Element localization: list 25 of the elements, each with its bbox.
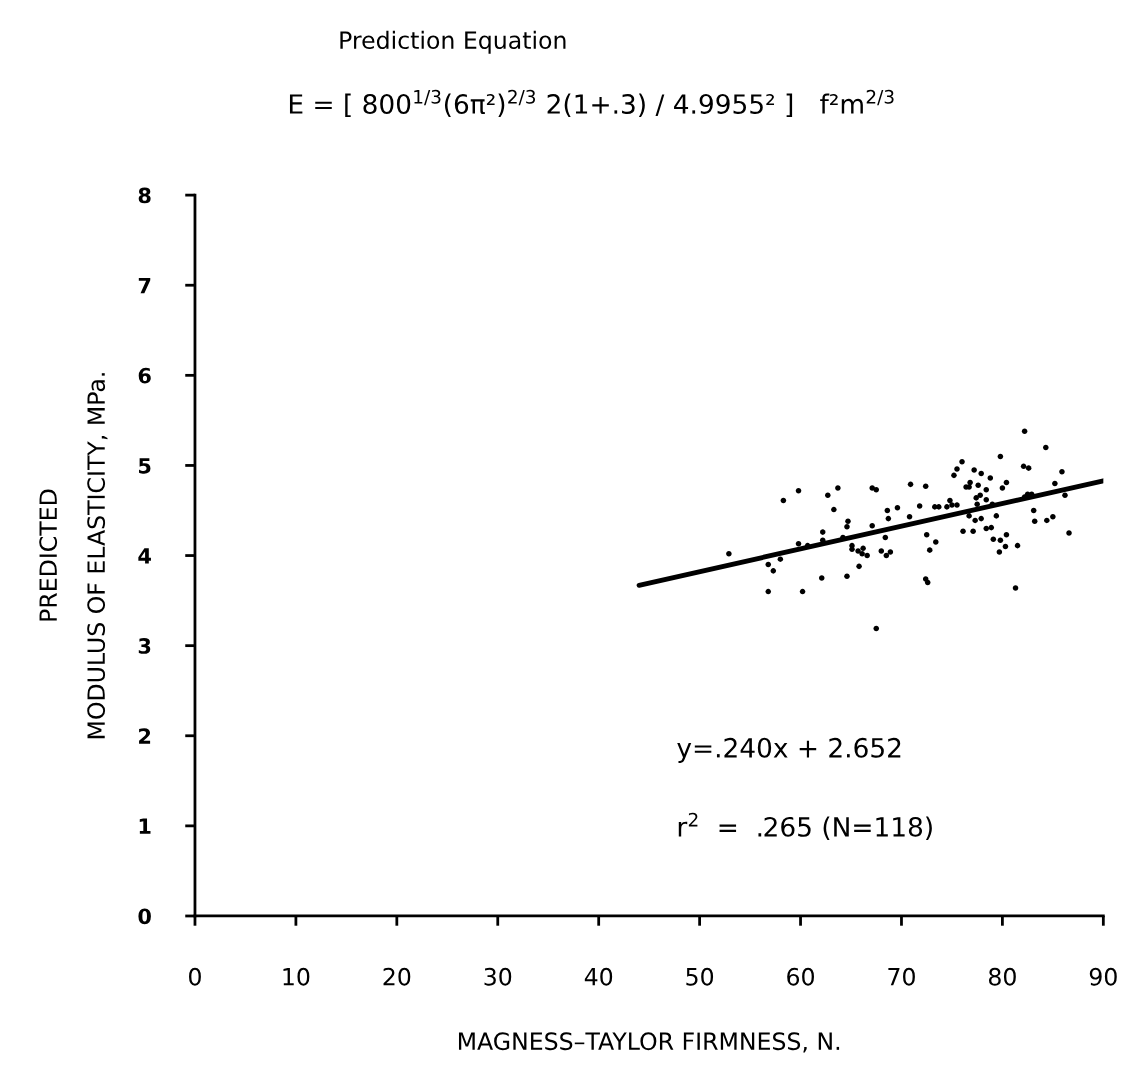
y-tick-label: 5	[139, 458, 151, 474]
x-tick-label: 80	[988, 967, 1016, 986]
x-tick-label: 70	[888, 967, 915, 986]
x-tick-label: 20	[383, 967, 411, 986]
x-tick-label: 50	[686, 967, 714, 986]
x-tick-label: 10	[283, 967, 310, 986]
chart-subtitle: E = [ 800$^{1/3}$(6π²)$^{2/3}$ 2(1+.3) / 4.9955² ] f²m$^{2/3}$	[289, 89, 894, 118]
y-tick-label: 6	[138, 367, 151, 384]
text: PREDICTED MODULUS OF ELASTICITY, MPa.	[39, 373, 108, 739]
y-tick-label: 4	[138, 548, 151, 564]
y-tick-label: 1	[139, 818, 151, 834]
x-tick-label: 60	[787, 967, 814, 986]
y-tick-label: 7	[138, 277, 151, 294]
annotation: y=.240x + 2.652	[677, 737, 901, 763]
x-tick-label: 40	[584, 967, 613, 986]
x-axis-title: MAGNESS–TAYLOR FIRMNESS, N.	[458, 1032, 840, 1053]
y-tick-label: 8	[138, 187, 151, 204]
annotation: r$^{2}$ = .265 (N=118)	[678, 812, 932, 840]
y-tick-label: 2	[139, 728, 151, 744]
y-tick-label: 0	[138, 908, 151, 925]
x-tick-label: 90	[1089, 967, 1117, 986]
x-tick-label: 30	[484, 967, 512, 986]
x-tick-label: 0	[189, 967, 201, 986]
chart-title: Prediction Equation	[340, 30, 566, 54]
y-tick-label: 3	[138, 638, 151, 654]
